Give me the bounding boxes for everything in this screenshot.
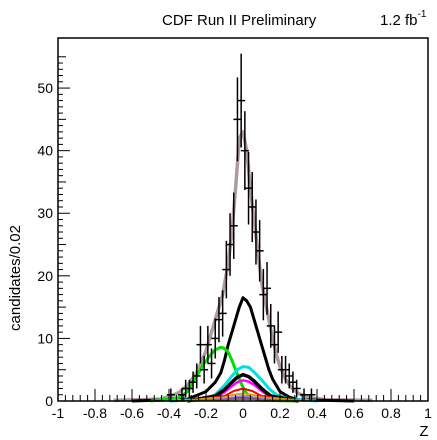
y-tick-label: 40 — [37, 143, 53, 159]
x-tick-label: -0.4 — [157, 405, 181, 421]
x-tick-label: -0.6 — [120, 405, 144, 421]
x-tick-label: -1 — [52, 405, 65, 421]
series-6-line — [187, 387, 299, 402]
y-axis-title: candidates/0.02 — [7, 225, 24, 331]
data-point — [263, 262, 272, 315]
series-group — [113, 130, 373, 403]
data-point — [237, 53, 246, 148]
data-point — [274, 311, 283, 353]
data-point — [226, 213, 235, 276]
axes-frame — [57, 37, 429, 402]
data-point — [222, 240, 231, 299]
data-point — [251, 199, 260, 265]
series-5-line — [187, 372, 299, 403]
data-point — [285, 363, 294, 389]
x-axis-title: Z — [419, 423, 428, 440]
data-point — [189, 371, 198, 393]
plot-frame — [57, 37, 429, 402]
x-tick-label: 0 — [239, 405, 247, 421]
data-point — [281, 355, 290, 384]
x-tick-label: -0.8 — [83, 405, 107, 421]
experiment-label: CDF Run II Preliminary — [162, 12, 317, 29]
series-0-line — [113, 130, 373, 403]
data-point — [307, 388, 316, 401]
data-point — [196, 325, 205, 364]
data-points-group — [155, 53, 323, 402]
luminosity-label: 1.2 fb-1 — [380, 9, 427, 29]
luminosity-exponent: -1 — [418, 9, 427, 20]
x-tick-label: 0.8 — [381, 405, 401, 421]
data-point — [300, 388, 309, 401]
data-point — [214, 297, 223, 343]
y-tick-label: 50 — [37, 80, 53, 96]
data-point — [292, 379, 301, 398]
data-point — [233, 77, 242, 162]
x-tick-label: 0.4 — [307, 405, 327, 421]
data-point — [229, 192, 238, 259]
data-point — [192, 363, 201, 389]
x-tick-label: 1 — [424, 405, 432, 421]
data-point — [207, 348, 216, 379]
x-tick-label: -0.2 — [194, 405, 218, 421]
data-point — [255, 220, 264, 282]
data-point — [266, 303, 275, 348]
y-tick-label: 0 — [45, 393, 53, 409]
data-point — [259, 268, 268, 321]
data-point — [203, 325, 212, 364]
data-point — [288, 371, 297, 393]
luminosity-value: 1.2 fb — [380, 12, 418, 29]
y-tick-label: 10 — [37, 330, 53, 346]
data-point — [244, 151, 253, 225]
y-tick-label: 30 — [37, 205, 53, 221]
data-point — [218, 290, 227, 337]
ticks-group: -1 -0.8 -0.6 -0.4 -0.2 0 0.2 0.4 0.6 0.8 101020304… — [37, 56, 432, 421]
data-point — [177, 388, 186, 401]
y-tick-label: 20 — [37, 268, 53, 284]
series-1-line — [131, 296, 355, 403]
data-point — [211, 318, 220, 359]
x-tick-label: 0.6 — [344, 405, 364, 421]
data-point — [200, 355, 209, 384]
data-point — [166, 388, 175, 401]
data-point — [240, 111, 249, 191]
data-point — [248, 171, 257, 243]
x-tick-label: 0.2 — [270, 405, 290, 421]
